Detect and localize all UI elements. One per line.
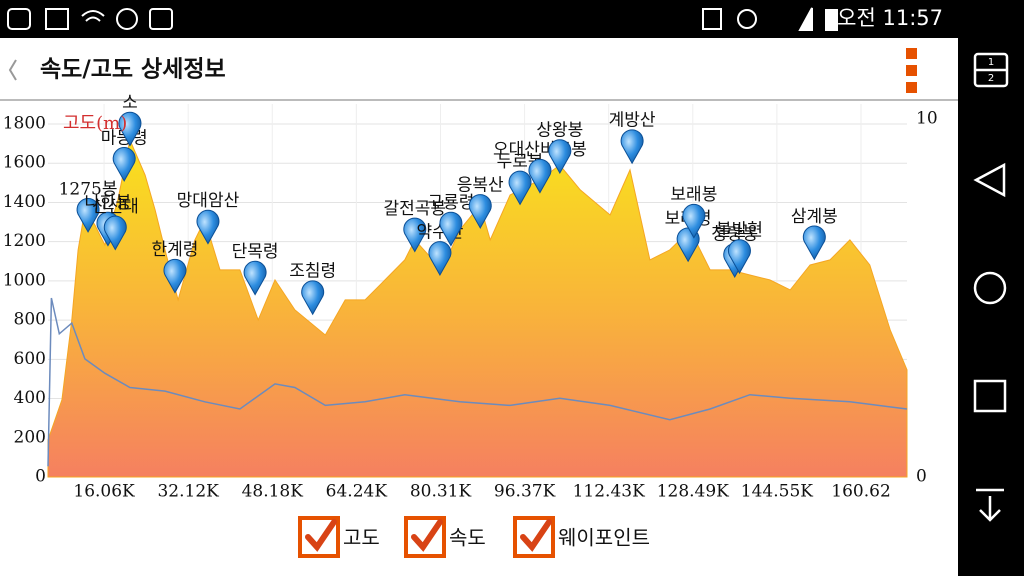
- waypoint-pin: [196, 209, 220, 245]
- y-tick-label: 1400: [3, 192, 46, 212]
- waypoint-pin: [403, 217, 427, 253]
- waypoint-label: 삼계봉: [791, 207, 838, 227]
- legend-check: [305, 519, 337, 552]
- waypoint-label: 한계령: [152, 240, 199, 260]
- waypoint-label: 나한봉: [84, 193, 131, 213]
- legend-label: 고도: [343, 526, 380, 550]
- status-icons: [7, 7, 838, 31]
- waypoint-pin: [682, 203, 706, 239]
- y-tick-label: 0: [35, 467, 46, 487]
- x-tick-label: 128.49K: [657, 482, 729, 502]
- legend-check: [411, 519, 443, 552]
- app-bar: [0, 38, 958, 100]
- y-tick-label: 200: [14, 427, 46, 447]
- back-button[interactable]: [8, 59, 17, 81]
- y-tick-label: 1200: [3, 231, 46, 251]
- waypoint-pin: [548, 139, 572, 175]
- waypoint-label: 구룡령: [427, 193, 474, 213]
- x-tick-label: 32.12K: [157, 482, 219, 502]
- waypoint-label: 신선대: [92, 197, 139, 217]
- y2-tick-label: 0: [916, 467, 927, 487]
- x-tick-label: 64.24K: [326, 482, 388, 502]
- y-tick-label: 400: [14, 388, 46, 408]
- y2-tick-label: 10: [916, 109, 938, 129]
- waypoint-pin: [103, 215, 127, 251]
- waypoint-pin: [112, 147, 136, 182]
- back-nav[interactable]: [973, 162, 1006, 198]
- split-label: 2: [988, 73, 994, 84]
- waypoint-pin: [118, 111, 142, 147]
- waypoint-label: 소: [122, 93, 138, 113]
- recent-nav[interactable]: [973, 379, 1007, 413]
- legend-label: 웨이포인트: [558, 526, 650, 550]
- waypoint-label: 망대암산: [177, 191, 240, 211]
- waypoint-pin: [468, 194, 492, 229]
- clock: 오전 11:57: [837, 6, 943, 30]
- split-label: 1: [988, 57, 994, 68]
- hide-nav[interactable]: [976, 488, 1004, 522]
- waypoint-pin: [76, 198, 100, 233]
- waypoint-label: 조침령: [289, 262, 336, 282]
- y-tick-label: 1600: [3, 153, 46, 173]
- waypoint-label: 1275봉: [59, 179, 118, 199]
- y-tick-label: 1000: [3, 270, 46, 290]
- waypoint-label: 단목령: [232, 242, 279, 262]
- waypoint-label: 불발현: [716, 221, 763, 241]
- waypoint-pin: [243, 260, 267, 296]
- waypoint-pin: [428, 241, 452, 277]
- waypoint-pin: [728, 239, 751, 275]
- waypoint-pin: [528, 158, 552, 194]
- waypoint-label: 보래봉: [670, 185, 717, 205]
- status-bar: [0, 0, 1024, 38]
- speed-line: [47, 297, 908, 467]
- waypoint-label: 청량봉: [711, 224, 758, 244]
- x-tick-label: 48.18K: [242, 482, 304, 502]
- waypoint-pin: [802, 225, 826, 261]
- home-nav[interactable]: [973, 271, 1007, 305]
- screen-title: 속도/고도 상세정보: [40, 57, 226, 83]
- waypoint-label: 응복산: [457, 175, 504, 195]
- chart: 0 200 400 600 800 1000 1200 1400 1600 1800 16.06K 3…: [3, 93, 938, 558]
- legend-check: [520, 519, 552, 552]
- x-tick-label: 80.31K: [410, 482, 472, 502]
- y-axis-label: 고도(m): [63, 113, 127, 134]
- waypoint-label: 갈전곡봉: [384, 199, 447, 219]
- x-tick-label: 160.62: [831, 482, 890, 502]
- x-tick-label: 144.55K: [741, 482, 813, 502]
- waypoint-pin: [301, 280, 325, 316]
- waypoint-label: 상왕봉: [536, 121, 583, 141]
- legend-label: 속도: [449, 526, 486, 550]
- y-tick-label: 1800: [3, 114, 46, 134]
- x-tick-label: 16.06K: [73, 482, 135, 502]
- waypoint-label: 계방산: [609, 111, 656, 131]
- waypoint-pin: [620, 129, 644, 165]
- menu-button[interactable]: [906, 48, 917, 93]
- nav-bar: [958, 38, 1024, 576]
- y-tick-label: 600: [14, 349, 46, 369]
- waypoint-pin: [439, 211, 463, 247]
- waypoint-pin: [163, 258, 187, 294]
- waypoint-label: 오대산비로봉: [493, 140, 587, 160]
- x-tick-label: 112.43K: [573, 482, 645, 502]
- y-tick-label: 800: [14, 310, 46, 330]
- x-tick-label: 96.37K: [494, 482, 556, 502]
- waypoint-pin: [508, 170, 532, 206]
